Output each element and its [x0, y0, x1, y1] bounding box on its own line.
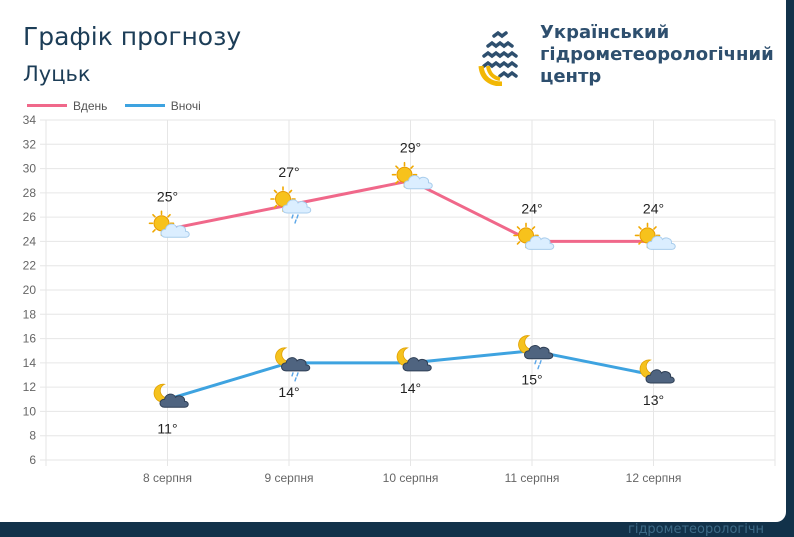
sun-cloud-icon [634, 222, 676, 250]
y-tick-label: 30 [23, 162, 37, 176]
data-label-day: 25° [157, 188, 178, 204]
legend-day-swatch [27, 104, 67, 107]
org-line-1: Український [540, 22, 670, 43]
x-tick-label: 11 серпня [505, 471, 560, 485]
chart-marks: 25° 27° 29° 24° 24° 11° 14° 14° 15° 13° [148, 140, 676, 436]
data-label-day: 24° [521, 200, 542, 216]
sun-cloud-icon [391, 161, 433, 190]
x-tick-label: 12 серпня [626, 471, 682, 485]
y-tick-label: 8 [29, 429, 36, 443]
legend-night-swatch [124, 104, 165, 107]
legend-day-label: Вдень [73, 98, 108, 113]
y-tick-label: 26 [23, 210, 37, 224]
x-tick-label: 8 серпня [143, 471, 192, 485]
moon-cloud-rain-icon [275, 347, 311, 382]
data-label-night: 11° [157, 420, 177, 436]
legend-item-day[interactable]: Вдень [27, 99, 107, 113]
x-tick-label: 10 серпня [383, 471, 439, 485]
y-tick-label: 10 [23, 404, 37, 418]
data-label-day: 29° [400, 140, 421, 156]
footer-partial-text: гідрометеорологічн [628, 522, 765, 537]
data-label-day: 24° [643, 200, 664, 216]
y-tick-label: 22 [23, 259, 37, 273]
y-tick-label: 24 [23, 234, 37, 248]
sun-cloud-icon [148, 210, 190, 238]
city-name: Луцьк [23, 62, 91, 86]
y-tick-label: 32 [23, 137, 37, 151]
y-tick-label: 34 [23, 113, 37, 127]
y-tick-label: 14 [23, 356, 37, 370]
page-title: Графік прогнозу [23, 22, 242, 51]
data-label-night: 14° [400, 380, 421, 396]
y-tick-label: 18 [23, 307, 37, 321]
y-tick-label: 20 [23, 283, 37, 297]
sun-cloud-icon [513, 222, 555, 250]
data-label-night: 15° [521, 372, 542, 388]
legend-item-night[interactable]: Вночі [124, 98, 201, 113]
moon-cloud-icon [396, 347, 432, 372]
org-line-2: гідрометеорологічний [540, 44, 774, 65]
chart-grid: 6 8 10 12 14 16 18 20 22 24 26 28 30 32 34 8 серпня 9 се… [23, 113, 776, 485]
y-tick-label: 16 [23, 332, 37, 346]
y-tick-label: 6 [29, 453, 36, 467]
hydromet-logo-icon [478, 24, 524, 86]
y-tick-label: 12 [23, 380, 37, 394]
organization-name: Український гідрометеорологічний центр [540, 22, 774, 88]
x-tick-label: 9 серпня [265, 471, 314, 485]
data-label-night: 14° [278, 384, 299, 400]
moon-cloud-rain-icon [518, 335, 554, 370]
data-label-day: 27° [278, 164, 299, 180]
y-tick-label: 28 [23, 186, 37, 200]
forecast-card [0, 0, 786, 522]
legend-night-label: Вночі [170, 98, 201, 113]
data-label-night: 13° [643, 392, 664, 408]
org-line-3: центр [540, 66, 602, 87]
chart-legend: Вдень Вночі [27, 96, 215, 113]
